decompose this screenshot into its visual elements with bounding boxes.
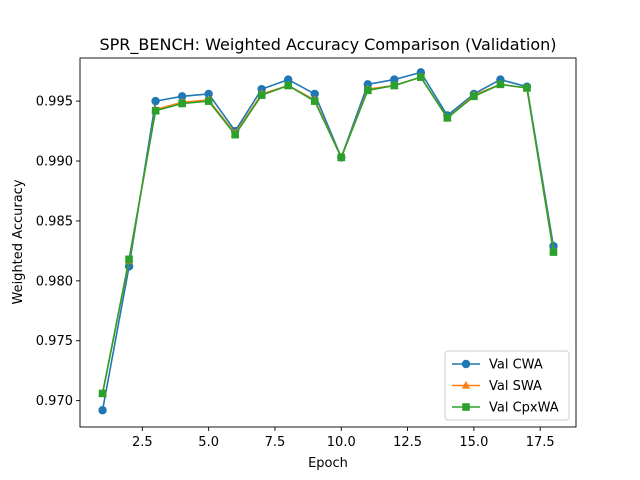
series-line [101, 76, 555, 394]
y-axis: 0.970 0.975 0.980 0.985 0.990 0.995 [36, 95, 80, 409]
x-tick-label: 15.0 [459, 435, 488, 450]
data-point [310, 97, 319, 105]
data-point [177, 92, 187, 101]
data-point [470, 92, 478, 101]
legend-label: Val SWA [489, 379, 542, 394]
y-axis-title: Weighted Accuracy [11, 179, 26, 304]
data-point [443, 114, 452, 122]
x-tick-label: 2.5 [132, 435, 153, 450]
x-tick-label: 12.5 [393, 435, 422, 450]
legend-frame [444, 350, 570, 421]
data-point [125, 255, 133, 264]
x-tick-label: 10.0 [327, 435, 356, 450]
legend-marker [462, 403, 470, 411]
data-point [496, 80, 505, 89]
x-tick-label: 17.5 [526, 435, 555, 450]
data-point [390, 75, 399, 84]
y-tick-label: 0.980 [36, 274, 73, 289]
data-point [98, 389, 107, 398]
data-point [523, 84, 531, 92]
data-point [284, 75, 293, 84]
series-layer [98, 68, 558, 415]
legend: Val CWA Val SWA Val CpxWA [444, 350, 570, 421]
plot-frame [79, 57, 577, 428]
y-tick-label: 0.985 [36, 214, 73, 229]
legend-marker [461, 380, 471, 389]
plot-area [79, 57, 577, 428]
chart-title: SPR_BENCH: Weighted Accuracy Comparison … [100, 35, 557, 55]
series-val-cpxwa [98, 73, 558, 398]
x-axis: 2.5 5.0 7.5 10.0 12.5 15.0 17.5 [132, 427, 555, 450]
y-tick-label: 0.995 [36, 95, 73, 110]
legend-label: Val CpxWA [489, 401, 559, 416]
x-tick-label: 7.5 [265, 435, 286, 450]
data-point [337, 153, 346, 162]
data-point [151, 106, 160, 115]
series-line [101, 71, 555, 411]
data-point [204, 97, 213, 105]
data-point [390, 81, 399, 90]
y-tick-label: 0.990 [36, 155, 73, 170]
data-point [204, 89, 213, 99]
data-point [98, 406, 107, 415]
data-point [310, 89, 319, 99]
data-point [178, 99, 186, 108]
y-tick-label: 0.970 [36, 394, 73, 409]
x-tick-label: 5.0 [198, 435, 219, 450]
data-point [257, 84, 266, 94]
data-point [151, 96, 160, 106]
data-point [363, 80, 372, 89]
data-point [549, 248, 558, 256]
data-point [231, 130, 239, 139]
data-point [257, 91, 266, 99]
data-point [417, 73, 425, 81]
data-point [284, 81, 292, 90]
x-axis-title: Epoch [308, 456, 348, 471]
legend-label: Val CWA [489, 358, 543, 373]
data-point [364, 86, 372, 95]
legend-marker [461, 359, 471, 369]
y-tick-label: 0.975 [36, 334, 73, 349]
